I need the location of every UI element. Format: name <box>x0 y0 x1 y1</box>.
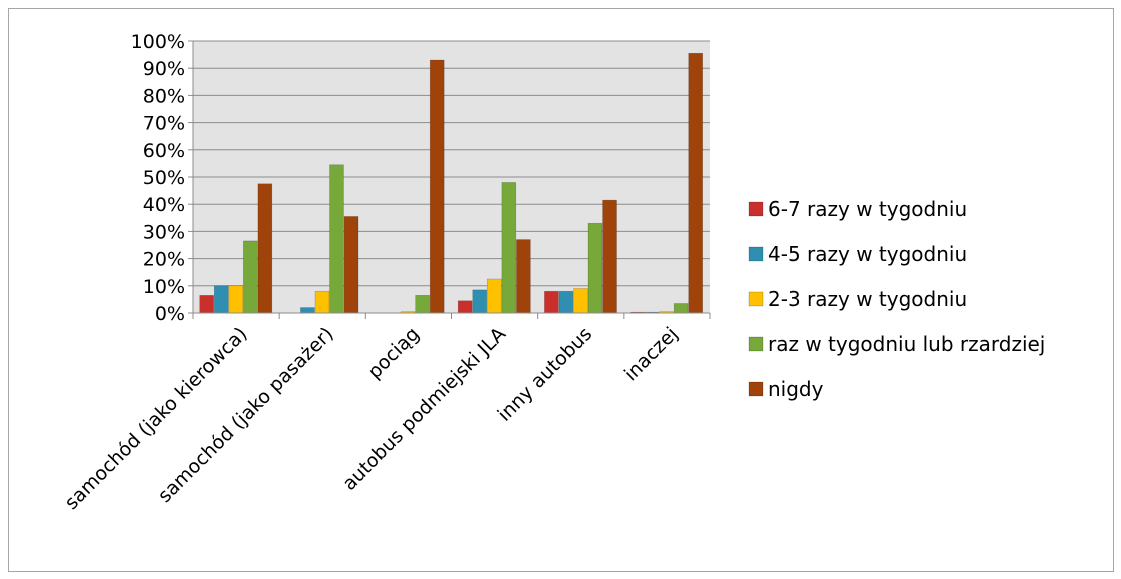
y-tick-label: 30% <box>143 221 185 243</box>
legend-label: raz w tygodniu lub rzardziej <box>768 332 1045 356</box>
y-tick-label: 80% <box>143 85 185 107</box>
bar <box>300 307 315 314</box>
bar <box>343 216 359 314</box>
bar <box>329 164 344 314</box>
axes <box>188 40 711 319</box>
bar <box>544 290 559 314</box>
x-category-label: pociąg <box>364 323 424 383</box>
bar <box>457 300 473 314</box>
bar <box>516 239 531 314</box>
bar <box>243 240 258 314</box>
legend-swatch <box>748 246 764 262</box>
bar <box>587 222 603 314</box>
bar <box>501 182 517 314</box>
y-tick-label: 50% <box>143 167 185 189</box>
bar <box>472 289 488 314</box>
bar <box>213 285 229 314</box>
bar <box>487 278 502 314</box>
legend-label: 4-5 razy w tygodniu <box>768 242 967 266</box>
bar <box>228 285 244 314</box>
y-tick-label: 90% <box>143 58 185 80</box>
y-tick-label: 60% <box>143 140 185 162</box>
y-tick-label: 70% <box>143 113 185 135</box>
bar <box>415 295 430 314</box>
bar <box>199 295 214 314</box>
legend: 6-7 razy w tygodniu 4-5 razy w tygodniu 2-… <box>748 197 1045 401</box>
bar <box>573 288 588 314</box>
y-tick-label: 40% <box>143 194 185 216</box>
y-tick-label: 20% <box>143 249 185 271</box>
bars <box>199 52 703 314</box>
bar <box>673 303 689 314</box>
legend-swatch <box>748 381 764 397</box>
bar <box>314 290 330 314</box>
legend-swatch <box>748 291 764 307</box>
bar <box>558 290 574 314</box>
y-axis-tick-labels: 0% 10% 20% 30% 40% 50% 60% 70% 80% 90% 100% <box>131 31 185 325</box>
y-tick-label: 100% <box>131 31 185 53</box>
legend-label: nigdy <box>768 377 824 401</box>
bar <box>602 199 617 314</box>
x-category-label: autobus podmiejski JLA <box>338 323 510 495</box>
x-axis-category-labels: samochód (jako kierowca)samochód (jako p… <box>61 323 683 514</box>
legend-label: 2-3 razy w tygodniu <box>768 287 967 311</box>
x-category-label: samochód (jako kierowca) <box>61 323 252 514</box>
x-category-label: inaczej <box>620 323 682 385</box>
y-tick-label: 10% <box>143 276 185 298</box>
bar <box>257 183 273 314</box>
bar <box>429 59 445 314</box>
y-tick-label: 0% <box>155 303 185 325</box>
legend-swatch <box>748 201 764 217</box>
gridlines <box>193 40 710 287</box>
x-category-label: samochód (jako pasażer) <box>154 323 338 507</box>
legend-label: 6-7 razy w tygodniu <box>768 197 967 221</box>
bar <box>688 52 703 314</box>
legend-swatch <box>748 336 764 352</box>
